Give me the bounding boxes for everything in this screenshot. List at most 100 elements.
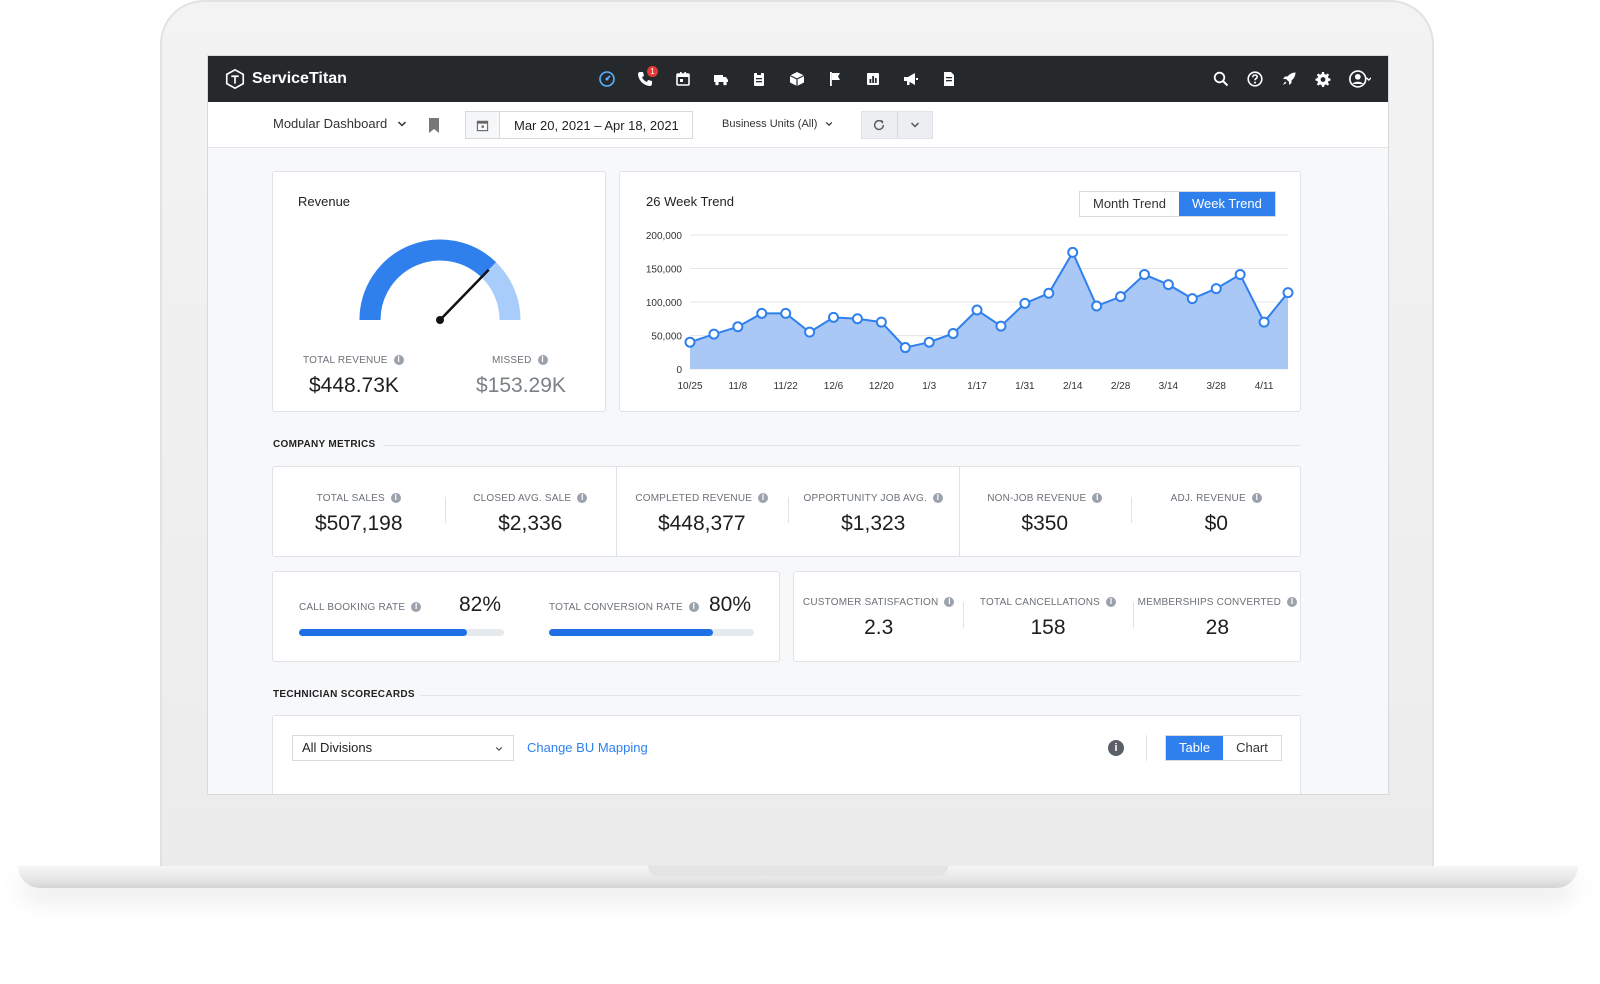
data-point[interactable] — [732, 321, 744, 333]
satisfaction-row: CUSTOMER SATISFACTION i 2.3 TOTAL CANCELLAT… — [794, 572, 1300, 661]
info-icon[interactable]: i — [1106, 597, 1117, 607]
data-point[interactable] — [1210, 283, 1222, 295]
servicetitan-logo[interactable]: ServiceTitan — [224, 68, 347, 90]
box-icon[interactable] — [778, 56, 816, 102]
data-point[interactable] — [1115, 291, 1127, 303]
data-point[interactable] — [851, 313, 863, 325]
dashboard-icon[interactable] — [588, 56, 626, 102]
phone-icon[interactable]: 1 — [626, 56, 664, 102]
flag-icon[interactable] — [816, 56, 854, 102]
business-units-select[interactable]: Business Units (All) — [722, 118, 833, 130]
info-icon[interactable]: i — [758, 493, 769, 503]
metric-label: TOTAL CANCELLATIONS — [979, 597, 1101, 608]
clipboard-icon[interactable] — [740, 56, 778, 102]
gear-icon[interactable] — [1306, 56, 1340, 102]
data-point[interactable] — [947, 327, 959, 339]
x-tick-label: 3/14 — [1159, 381, 1179, 392]
total-revenue-block: TOTAL REVENUE i $448.73K — [303, 355, 443, 398]
rocket-icon[interactable] — [1272, 56, 1306, 102]
info-icon[interactable]: i — [944, 597, 955, 607]
info-icon[interactable]: i — [411, 602, 422, 612]
rate-progress-fill — [549, 629, 713, 636]
info-icon[interactable]: i — [393, 355, 404, 365]
data-point[interactable] — [1258, 316, 1270, 328]
data-point[interactable] — [995, 320, 1007, 332]
info-icon[interactable]: i — [1251, 493, 1262, 503]
data-point[interactable] — [875, 316, 887, 328]
metric-block: TOTAL SALES i $507,198 — [273, 493, 445, 536]
metric-block: NON-JOB REVENUE i $350 — [959, 493, 1131, 536]
metric-divider — [963, 602, 965, 628]
laptop-notch — [648, 866, 948, 876]
division-select-value: All Divisions — [302, 740, 373, 755]
refresh-button[interactable] — [862, 112, 897, 138]
data-point[interactable] — [1282, 287, 1294, 299]
dashboard-select[interactable]: Modular Dashboard — [273, 116, 407, 131]
month-trend-button[interactable]: Month Trend — [1080, 192, 1179, 216]
report-icon[interactable] — [854, 56, 892, 102]
bookmark-icon[interactable] — [428, 118, 440, 133]
section-divider — [383, 445, 1301, 446]
x-tick-label: 1/31 — [1015, 381, 1035, 392]
calendar-small-icon[interactable] — [466, 112, 500, 138]
search-icon[interactable] — [1204, 56, 1238, 102]
technician-card: All Divisions Change BU Mapping i Table … — [272, 715, 1301, 794]
rate-label: TOTAL CONVERSION RATE — [549, 602, 683, 613]
data-point[interactable] — [899, 342, 911, 354]
data-point[interactable] — [1186, 293, 1198, 305]
info-icon[interactable]: i — [577, 493, 588, 503]
data-point[interactable] — [1067, 246, 1079, 258]
info-icon[interactable]: i — [1108, 740, 1124, 756]
date-range-picker[interactable]: Mar 20, 2021 – Apr 18, 2021 — [465, 111, 693, 139]
x-tick-label: 11/22 — [774, 381, 799, 392]
data-point[interactable] — [1234, 269, 1246, 281]
x-tick-label: 1/3 — [922, 381, 936, 392]
rate-value: 82% — [459, 593, 502, 616]
x-tick-label: 12/6 — [824, 381, 844, 392]
data-point[interactable] — [780, 307, 792, 319]
missed-revenue-block: MISSED i $153.29K — [476, 355, 596, 398]
data-point[interactable] — [1091, 300, 1103, 312]
info-icon[interactable]: i — [932, 493, 943, 503]
y-tick-label: 50,000 — [651, 332, 682, 343]
info-icon[interactable]: i — [688, 602, 699, 612]
data-point[interactable] — [1019, 297, 1031, 309]
change-bu-mapping-link[interactable]: Change BU Mapping — [527, 740, 648, 755]
data-point[interactable] — [828, 311, 840, 323]
company-metrics-row: TOTAL SALES i $507,198 CLOSED AVG. SALE i $2,… — [273, 467, 1300, 556]
x-tick-label: 10/25 — [677, 381, 702, 392]
data-point[interactable] — [1162, 279, 1174, 291]
data-point[interactable] — [804, 326, 816, 338]
help-icon[interactable] — [1238, 56, 1272, 102]
data-point[interactable] — [756, 307, 768, 319]
division-select[interactable]: All Divisions — [292, 735, 514, 761]
info-icon[interactable]: i — [1092, 493, 1103, 503]
laptop-base — [18, 866, 1578, 888]
data-point[interactable] — [684, 336, 696, 348]
calendar-icon[interactable] — [664, 56, 702, 102]
document-icon[interactable] — [930, 56, 968, 102]
y-tick-label: 200,000 — [646, 231, 683, 242]
data-point[interactable] — [971, 304, 983, 316]
missed-value: $153.29K — [476, 374, 566, 397]
data-point[interactable] — [1043, 287, 1055, 299]
week-trend-button[interactable]: Week Trend — [1179, 192, 1275, 216]
info-icon[interactable]: i — [390, 493, 401, 503]
user-avatar-icon[interactable] — [1340, 56, 1380, 102]
chart-view-button[interactable]: Chart — [1223, 736, 1281, 760]
info-icon[interactable]: i — [537, 355, 548, 365]
table-view-button[interactable]: Table — [1166, 736, 1224, 760]
metric-divider — [959, 467, 960, 556]
metric-block: ADJ. REVENUE i $0 — [1131, 493, 1303, 536]
data-point[interactable] — [1138, 269, 1150, 281]
megaphone-icon[interactable] — [892, 56, 930, 102]
metric-value: 2.3 — [864, 616, 894, 639]
date-range-value: Mar 20, 2021 – Apr 18, 2021 — [514, 117, 679, 133]
info-icon[interactable]: i — [1287, 597, 1298, 607]
data-point[interactable] — [923, 336, 935, 348]
rate-value: 80% — [709, 593, 752, 616]
truck-icon[interactable] — [702, 56, 740, 102]
refresh-options-button[interactable] — [896, 112, 932, 138]
data-point[interactable] — [708, 328, 720, 340]
company-metrics-card: TOTAL SALES i $507,198 CLOSED AVG. SALE i $2,… — [272, 466, 1301, 557]
